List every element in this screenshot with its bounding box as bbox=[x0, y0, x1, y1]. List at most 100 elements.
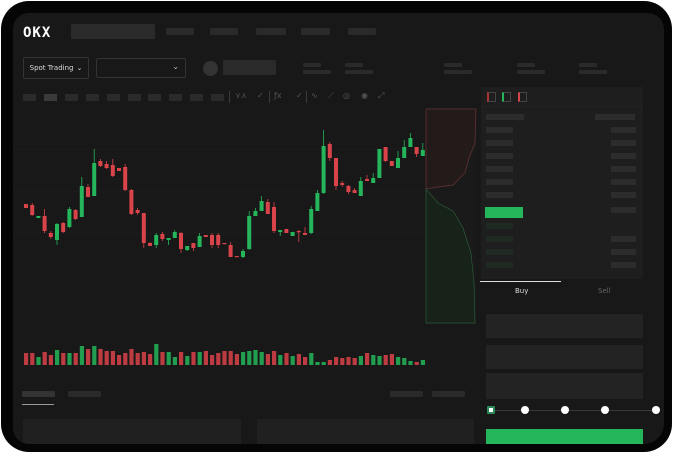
buy-button[interactable] bbox=[486, 429, 643, 444]
volume-bar bbox=[259, 352, 264, 365]
order-book-cell bbox=[611, 127, 636, 133]
target-icon[interactable]: ◉ bbox=[361, 91, 368, 100]
volume-bar bbox=[172, 357, 177, 365]
order-book-cell bbox=[486, 249, 513, 255]
volume-bar bbox=[222, 351, 227, 365]
candle-body bbox=[253, 211, 258, 216]
search-bar[interactable] bbox=[71, 24, 155, 39]
candle-body bbox=[383, 147, 388, 161]
divider bbox=[306, 91, 307, 103]
price-input[interactable] bbox=[486, 314, 643, 338]
bottom-tab-active[interactable] bbox=[22, 391, 55, 397]
draw-icon[interactable]: ⟋ bbox=[328, 91, 334, 100]
check-icon[interactable]: ✓ bbox=[296, 91, 303, 100]
volume-bar bbox=[92, 346, 97, 365]
candle-body bbox=[185, 246, 190, 250]
volume-bar bbox=[389, 354, 394, 365]
order-side-tabs: Buy Sell bbox=[480, 281, 643, 303]
timeframe-button[interactable] bbox=[169, 94, 182, 101]
amount-input[interactable] bbox=[486, 345, 643, 369]
volume-bar bbox=[110, 351, 115, 365]
timeframe-button[interactable] bbox=[211, 94, 224, 101]
candle-body bbox=[389, 161, 394, 166]
timeframe-button[interactable] bbox=[148, 94, 161, 101]
pair-selector[interactable]: ⌄ bbox=[96, 58, 186, 78]
camera-icon[interactable]: ◎ bbox=[343, 91, 350, 100]
candlestick-chart[interactable] bbox=[13, 13, 483, 373]
nav-item[interactable] bbox=[166, 28, 194, 35]
active-tab-underline bbox=[480, 281, 561, 282]
bottom-tab-underline bbox=[22, 404, 54, 405]
book-asks-icon[interactable] bbox=[518, 92, 527, 102]
candle-body bbox=[414, 147, 419, 154]
total-input[interactable] bbox=[486, 373, 643, 399]
volume-bar bbox=[290, 356, 295, 365]
candle-body bbox=[402, 147, 407, 158]
volume-bar bbox=[247, 351, 252, 365]
check-icon[interactable]: ✓ bbox=[257, 91, 264, 100]
timeframe-button[interactable] bbox=[107, 94, 120, 101]
slider-handle[interactable] bbox=[487, 406, 495, 414]
order-book-cell bbox=[611, 140, 636, 146]
pair-name bbox=[223, 60, 276, 75]
volume-bar bbox=[420, 360, 425, 365]
timeframe-button[interactable] bbox=[86, 94, 99, 101]
fx-icon[interactable]: ƒx bbox=[274, 91, 282, 100]
candle-body bbox=[340, 183, 345, 185]
volume-bar bbox=[396, 357, 401, 365]
volume-bar bbox=[383, 355, 388, 365]
slider-step[interactable] bbox=[561, 406, 569, 414]
timeframe-button[interactable] bbox=[128, 94, 141, 101]
slider-step[interactable] bbox=[652, 406, 660, 414]
order-book-cell bbox=[486, 153, 513, 159]
okx-logo: OKX bbox=[23, 25, 52, 41]
coin-icon bbox=[203, 61, 218, 76]
order-book-cell bbox=[611, 207, 636, 213]
timeframe-button-active[interactable] bbox=[44, 94, 57, 101]
candle-body bbox=[303, 233, 307, 235]
order-book-cell bbox=[486, 114, 524, 120]
line-icon[interactable]: ∿ bbox=[311, 91, 318, 100]
candle-body bbox=[241, 251, 245, 257]
tab-buy[interactable]: Buy bbox=[515, 287, 529, 295]
candle-body bbox=[265, 202, 270, 214]
nav-item[interactable] bbox=[256, 28, 286, 35]
bottom-tab[interactable] bbox=[68, 391, 101, 397]
slider-step[interactable] bbox=[521, 406, 529, 414]
volume-bar bbox=[358, 356, 363, 365]
percentage-slider-track[interactable] bbox=[491, 410, 657, 411]
chevron-down-icon: ⌄ bbox=[172, 62, 179, 71]
candle-body bbox=[48, 233, 53, 237]
volume-bar bbox=[73, 353, 78, 365]
slider-step[interactable] bbox=[601, 406, 609, 414]
nav-item[interactable] bbox=[210, 28, 238, 35]
candle-body bbox=[352, 190, 357, 193]
bottom-action[interactable] bbox=[390, 391, 423, 397]
volume-bar bbox=[346, 357, 351, 365]
bottom-action[interactable] bbox=[432, 391, 465, 397]
volume-bar bbox=[296, 354, 301, 365]
fullscreen-icon[interactable]: ⤢ bbox=[378, 91, 385, 100]
book-both-icon[interactable] bbox=[487, 92, 496, 102]
timeframe-button[interactable] bbox=[65, 94, 78, 101]
nav-item[interactable] bbox=[348, 28, 376, 35]
book-bids-icon[interactable] bbox=[502, 92, 511, 102]
stat-value bbox=[517, 70, 545, 74]
bid-depth-area bbox=[425, 188, 476, 324]
timeframe-button[interactable] bbox=[190, 94, 203, 101]
volume-bar bbox=[371, 355, 376, 365]
tab-sell[interactable]: Sell bbox=[598, 287, 611, 295]
nav-item[interactable] bbox=[301, 28, 330, 35]
volume-bar bbox=[123, 353, 128, 365]
indicator-icon[interactable]: ⋎⋏ bbox=[235, 91, 247, 100]
stat-value bbox=[345, 70, 373, 74]
order-book-cell bbox=[486, 140, 513, 146]
candle-body bbox=[315, 193, 320, 211]
volume-bar bbox=[315, 362, 320, 365]
candle-body bbox=[228, 245, 233, 257]
volume-bar bbox=[24, 353, 29, 365]
timeframe-button[interactable] bbox=[23, 94, 36, 101]
spot-trading-button[interactable]: Spot Trading ⌄ bbox=[23, 57, 89, 79]
stat-label bbox=[345, 63, 363, 67]
